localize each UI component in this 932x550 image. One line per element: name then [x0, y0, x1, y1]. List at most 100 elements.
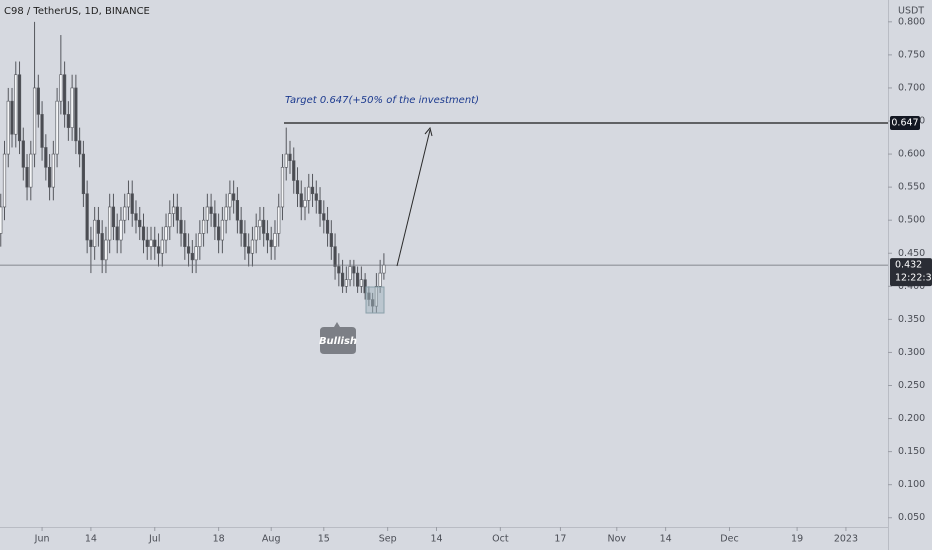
candle-body	[378, 272, 382, 287]
candle-body	[198, 233, 202, 247]
candle-body	[314, 193, 318, 201]
candle-body	[149, 239, 153, 247]
y-tick-label: 0.600	[898, 149, 925, 160]
candle-body	[44, 147, 48, 168]
candle-body	[363, 279, 367, 294]
candle-body	[329, 233, 333, 247]
candle-body	[168, 213, 172, 228]
x-tick-label: 2023	[834, 534, 858, 545]
candle-body	[295, 180, 300, 195]
x-tick-label: 17	[554, 534, 566, 545]
candle-body	[21, 140, 25, 168]
y-tick-label: 0.150	[898, 446, 925, 457]
candle-body	[288, 153, 292, 161]
axis-unit: USDT	[898, 6, 924, 17]
candle-body	[325, 219, 330, 234]
candle-body	[186, 246, 191, 254]
x-tick-label: 14	[660, 534, 672, 545]
candle-body	[145, 239, 149, 247]
candle-body	[318, 200, 322, 214]
candle-body	[89, 239, 93, 247]
candle-body	[205, 206, 209, 221]
candle-body	[243, 233, 247, 247]
candle-body	[292, 160, 296, 181]
y-tick-label: 0.450	[898, 248, 925, 259]
candle-body	[194, 246, 198, 261]
x-tick-label: Sep	[379, 534, 397, 545]
candle-body	[36, 87, 40, 115]
candle-body	[40, 114, 44, 148]
candle-body	[277, 206, 281, 234]
candle-body	[130, 193, 134, 214]
candle-body	[17, 74, 22, 142]
y-tick-label: 0.700	[898, 82, 925, 93]
candle-body	[254, 226, 258, 241]
candle-body	[359, 279, 363, 287]
candle-body	[134, 213, 138, 221]
candle-body	[74, 87, 78, 142]
candle-body	[141, 226, 146, 241]
candle-body	[14, 74, 18, 135]
candle-body	[299, 193, 303, 208]
plot-area	[0, 21, 888, 313]
candle-body	[382, 264, 386, 274]
candle-body	[239, 219, 243, 234]
candle-body	[213, 213, 217, 228]
candle-body	[356, 272, 360, 287]
y-tick-label: 0.050	[898, 512, 925, 523]
x-tick-label: 19	[791, 534, 803, 545]
candle-body	[228, 193, 232, 208]
candle-body	[235, 200, 240, 221]
candle-body	[160, 239, 164, 254]
y-tick-label: 0.200	[898, 413, 925, 424]
candle-body	[78, 140, 82, 155]
candle-body	[307, 186, 311, 201]
candle-body	[209, 206, 213, 214]
candle-body	[175, 206, 179, 221]
candle-body	[153, 239, 157, 247]
x-tick-label: 14	[430, 534, 442, 545]
x-tick-label: Dec	[720, 534, 738, 545]
y-tick-label: 0.400	[898, 281, 925, 292]
candle-body	[265, 233, 270, 241]
candle-body	[126, 193, 131, 208]
y-tick-label: 0.750	[898, 49, 925, 60]
candle-body	[258, 219, 262, 228]
x-tick-label: Oct	[492, 534, 509, 545]
last-price-box	[890, 258, 932, 287]
candle-body	[111, 206, 116, 228]
candle-body	[337, 266, 341, 274]
candle-body	[6, 100, 10, 155]
candle-body	[59, 74, 63, 102]
candle-body	[138, 219, 142, 228]
x-tick-label: Nov	[608, 534, 627, 545]
candle-body	[217, 226, 221, 241]
x-tick-label: Jul	[148, 534, 160, 545]
candle-body	[70, 87, 74, 128]
y-tick-label: 0.800	[898, 16, 925, 27]
candle-body	[2, 153, 7, 208]
candle-body	[29, 153, 33, 188]
candle-body	[179, 219, 183, 234]
candle-body	[333, 246, 337, 267]
candle-body	[171, 206, 176, 214]
candle-body	[115, 226, 119, 241]
candle-body	[32, 87, 37, 155]
candle-body	[10, 100, 14, 135]
candle-body	[25, 166, 29, 188]
x-tick-label: Aug	[262, 534, 281, 545]
x-tick-label: 15	[318, 534, 330, 545]
annotation: Target 0.647(+50% of the investment)	[285, 95, 479, 106]
candle-body	[55, 100, 59, 155]
target-price-box	[890, 115, 920, 130]
candle-body	[280, 166, 285, 208]
candle-body	[164, 226, 168, 241]
countdown-label: 12:22:34	[895, 273, 932, 284]
candle-body	[262, 219, 266, 234]
arrow-head	[424, 126, 433, 137]
candle-body	[100, 233, 104, 261]
x-tick-label: 14	[85, 534, 97, 545]
y-tick-label: 0.500	[898, 215, 925, 226]
